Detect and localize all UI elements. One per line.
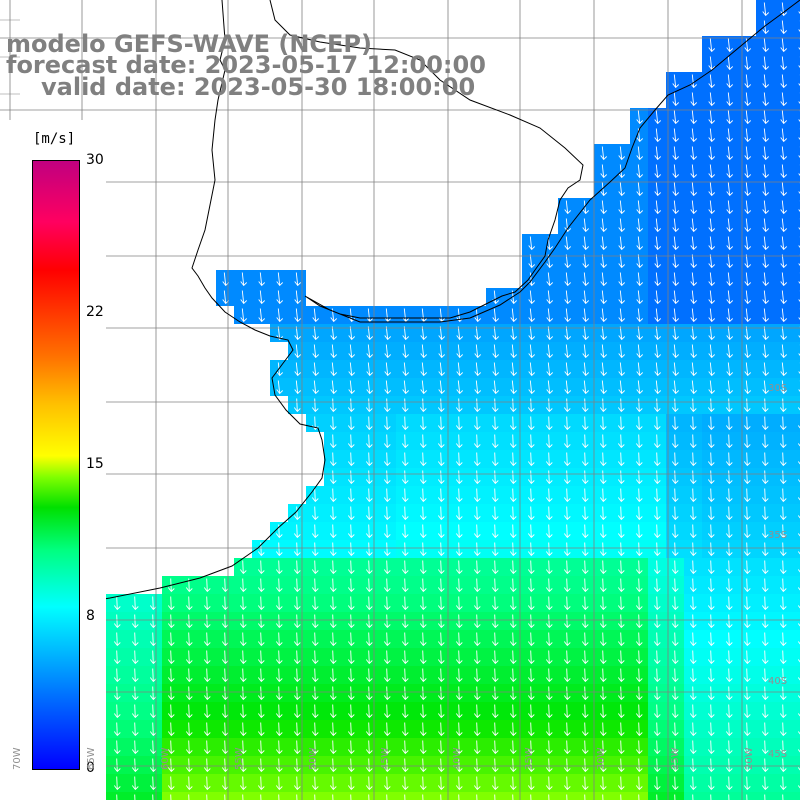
lon-label-35w: 35W (524, 747, 535, 770)
forecast-date: forecast date: 2023-05-17 12:00:00 (6, 51, 486, 79)
lat-label-45s: 45S (768, 749, 788, 760)
lat-label-40s: 40S (768, 676, 788, 687)
lon-label-25w: 25W (670, 747, 681, 770)
coastline (0, 0, 800, 613)
lon-label-60w: 60W (160, 747, 171, 770)
colorbar-unit-label: [m/s] (33, 131, 76, 147)
lon-label-70w: 70W (12, 747, 23, 770)
colorbar-tick-15: 15 (86, 456, 104, 472)
lon-label-30w: 30W (596, 747, 607, 770)
colorbar (32, 160, 80, 770)
colorbar-tick-8: 8 (86, 608, 95, 624)
valid-date: valid date: 2023-05-30 18:00:00 (41, 73, 476, 101)
lon-label-50w: 50W (308, 747, 319, 770)
lon-label-55w: 55W (234, 747, 245, 770)
colorbar-tick-30: 30 (86, 152, 104, 168)
lon-label-45w: 45W (380, 747, 391, 770)
colorbar-tick-0: 0 (86, 760, 95, 776)
lon-label-20w: 20W (744, 747, 755, 770)
lon-label-40w: 40W (452, 747, 463, 770)
model-title: modelo GEFS-WAVE (NCEP) (6, 30, 372, 58)
colorbar-tick-22: 22 (86, 304, 104, 320)
lat-label-30s: 30S (768, 383, 788, 394)
lon-label-65w: 65W (86, 747, 97, 770)
lat-label-35s: 35S (768, 530, 788, 541)
